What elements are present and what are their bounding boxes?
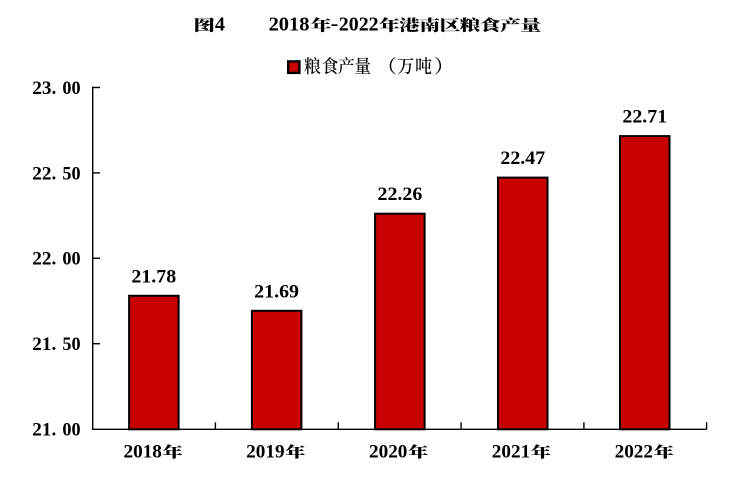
svg-text:2022: 2022: [339, 14, 379, 36]
svg-text:23.00: 23. 00: [32, 78, 80, 99]
svg-text:21.00: 21. 00: [32, 420, 80, 441]
svg-text:2018: 2018: [269, 14, 310, 36]
svg-text:22.50: 22. 50: [32, 163, 80, 184]
svg-text:2019: 2019: [246, 441, 284, 462]
svg-text:22.00: 22. 00: [32, 249, 80, 270]
svg-text:2021: 2021: [492, 441, 530, 462]
svg-text:2018: 2018: [124, 441, 162, 462]
svg-text:2022: 2022: [615, 441, 653, 462]
svg-text:22.26: 22.26: [378, 184, 423, 205]
svg-text:21.78: 21.78: [131, 266, 176, 287]
svg-text:22.47: 22.47: [500, 148, 545, 169]
svg-text:21.50: 21. 50: [32, 334, 80, 355]
svg-text:2020: 2020: [369, 441, 407, 462]
svg-text:21.69: 21.69: [254, 281, 299, 302]
svg-text:4: 4: [215, 14, 225, 36]
svg-text:22.71: 22.71: [622, 107, 667, 128]
